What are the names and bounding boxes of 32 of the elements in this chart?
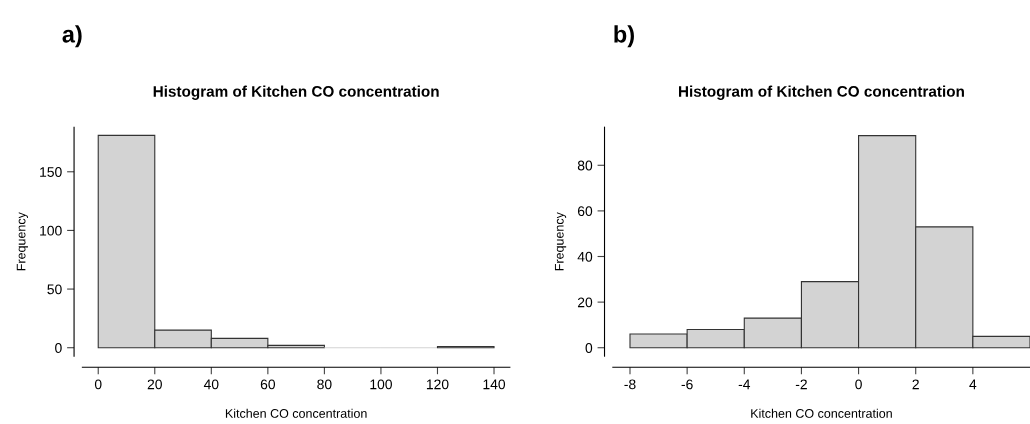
x-tick-label: 40 [203,379,219,390]
x-tick-label: 2 [912,379,919,390]
x-tick-label: -6 [681,379,693,390]
y-axis-title: Frequency [16,212,28,271]
y-tick-label: 20 [577,297,593,308]
y-tick-label: 50 [47,284,62,295]
y-tick-label: 100 [40,225,62,236]
chart-title: Histogram of Kitchen CO concentration [679,85,964,100]
x-tick-label: 120 [426,379,449,390]
y-tick-label: 60 [577,206,593,217]
chart-title: Histogram of Kitchen CO concentration [153,85,439,100]
x-tick-label: -8 [624,379,636,390]
x-tick-label: 140 [483,379,506,390]
x-axis-title: Kitchen CO concentration [751,408,892,418]
y-tick-label: 40 [577,251,593,262]
x-tick-label: -4 [738,379,751,390]
x-axis-title: Kitchen CO concentration [225,408,367,418]
x-tick-label: -2 [795,379,807,390]
x-tick-label: 0 [855,379,862,390]
x-tick-label: 4 [969,379,977,390]
x-tick-label: 0 [94,379,102,390]
y-tick-label: 0 [585,343,593,353]
y-tick-label: 80 [577,160,593,171]
x-tick-label: 60 [260,379,276,390]
text: b) [614,25,634,48]
x-tick-label: 20 [147,379,162,390]
x-tick-label: 100 [370,379,392,390]
text: a) [62,25,82,48]
x-tick-label: 80 [317,379,332,390]
y-tick-label: 150 [40,167,62,177]
y-axis-title: Frequency [554,212,567,271]
y-tick-label: 0 [55,343,62,353]
